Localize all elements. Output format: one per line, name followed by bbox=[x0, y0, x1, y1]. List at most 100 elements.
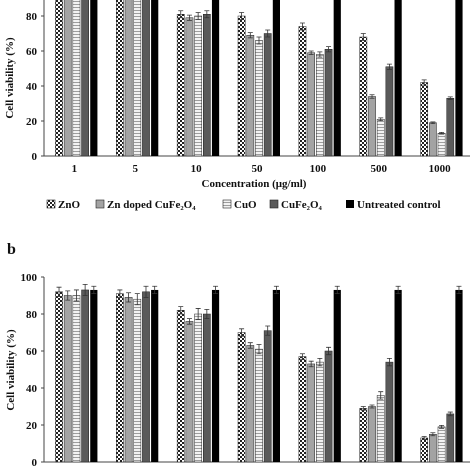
bar-zno-10 bbox=[176, 310, 185, 463]
y-tick-label: 20 bbox=[26, 116, 38, 128]
error-bar-zn-doped-1 bbox=[65, 290, 71, 301]
y-tick-label: 60 bbox=[26, 346, 38, 358]
bar-cufe2o4-50 bbox=[263, 33, 272, 157]
bar-zn-doped-1000 bbox=[429, 122, 437, 157]
bar-cufe2o4-10 bbox=[202, 313, 211, 463]
error-bar-zno-500 bbox=[360, 406, 366, 411]
bar-cufe2o4-1 bbox=[81, 0, 89, 157]
y-tick-label: 80 bbox=[26, 309, 38, 321]
bar-control-5 bbox=[151, 0, 159, 156]
error-bar-cufe2o4-500 bbox=[386, 63, 392, 70]
bar-cuo-100 bbox=[316, 361, 324, 463]
bar-zn-doped-5 bbox=[124, 297, 133, 463]
y-axis-label: Cell viability (%) bbox=[5, 329, 17, 411]
chart-panel-b: b Cell viability (%) 0 20 40 60 80 100 bbox=[5, 241, 470, 469]
bar-zno-10 bbox=[176, 14, 185, 157]
y-axis-label: Cell viability (%) bbox=[4, 37, 16, 119]
error-bar-control-50 bbox=[273, 285, 279, 295]
bar-cufe2o4-10 bbox=[202, 14, 211, 157]
bar-zn-doped-500 bbox=[368, 96, 376, 157]
error-bar-cufe2o4-100 bbox=[326, 46, 332, 53]
bar-control-10 bbox=[211, 0, 220, 156]
error-bar-cuo-1 bbox=[73, 289, 79, 302]
error-bar-zno-1000 bbox=[421, 436, 427, 440]
error-bar-zno-100 bbox=[299, 22, 305, 31]
bar-cufe2o4-50 bbox=[263, 330, 272, 463]
error-bar-zno-1 bbox=[56, 286, 62, 297]
bar-zno-100 bbox=[298, 26, 307, 157]
error-bar-cuo-50 bbox=[256, 344, 262, 355]
y-tick-label: 100 bbox=[21, 272, 38, 284]
bar-cuo-5 bbox=[133, 0, 142, 157]
bar-cuo-50 bbox=[255, 348, 263, 463]
error-bar-zn-doped-10 bbox=[186, 318, 192, 325]
legend-swatch-zno bbox=[46, 199, 56, 209]
error-bar-cufe2o4-1000 bbox=[447, 411, 453, 417]
bar-cuo-1 bbox=[72, 0, 81, 157]
error-bar-control-1000 bbox=[456, 285, 462, 295]
error-bar-cuo-500 bbox=[378, 391, 384, 400]
bar-cuo-1000 bbox=[437, 133, 446, 157]
error-bar-zn-doped-500 bbox=[369, 404, 375, 409]
bar-zn-doped-50 bbox=[246, 345, 255, 463]
y-tick-label: 0 bbox=[32, 457, 38, 469]
error-bar-zno-50 bbox=[239, 328, 245, 337]
bar-cufe2o4-5 bbox=[142, 0, 150, 157]
legend-label-control: Untreated control bbox=[357, 199, 441, 211]
y-tick-label: 80 bbox=[26, 11, 38, 23]
error-bar-cufe2o4-100 bbox=[326, 346, 332, 356]
legend-label-cufe2o4: CuFe₂O₄ bbox=[281, 199, 323, 211]
error-bar-cufe2o4-10 bbox=[204, 308, 210, 320]
bar-zn-doped-100 bbox=[307, 363, 316, 463]
bar-zn-doped-50 bbox=[246, 35, 255, 157]
bar-zno-50 bbox=[237, 332, 246, 463]
bar-cufe2o4-500 bbox=[385, 66, 394, 157]
bar-zno-500 bbox=[359, 36, 368, 157]
error-bar-control-5 bbox=[152, 285, 158, 295]
bar-control-100 bbox=[333, 289, 341, 462]
legend-label-zn-doped: Zn doped CuFe₂O₄ bbox=[107, 199, 196, 211]
bar-control-500 bbox=[394, 0, 402, 156]
error-bar-zn-doped-500 bbox=[369, 94, 375, 99]
y-tick-label: 40 bbox=[26, 81, 38, 93]
error-bar-cuo-5 bbox=[134, 293, 140, 306]
error-bar-zn-doped-100 bbox=[308, 50, 314, 55]
legend-item-control: Untreated control bbox=[346, 199, 441, 211]
bar-zn-doped-500 bbox=[368, 406, 376, 463]
bar-control-50 bbox=[272, 289, 280, 462]
bar-control-10 bbox=[211, 289, 220, 462]
error-bar-cuo-10 bbox=[195, 308, 201, 320]
y-tick-label: 20 bbox=[26, 420, 38, 432]
error-bar-zno-5 bbox=[117, 289, 123, 298]
error-bar-cuo-500 bbox=[378, 117, 384, 122]
chart-panel-a: Cell viability (%) Concentration (μg/ml)… bbox=[4, 0, 470, 190]
error-bar-cufe2o4-500 bbox=[386, 358, 392, 367]
legend-item-zno: ZnO bbox=[46, 199, 80, 211]
bar-zno-1000 bbox=[420, 82, 429, 157]
bar-cufe2o4-1000 bbox=[446, 98, 455, 157]
bar-cuo-1 bbox=[72, 295, 81, 463]
error-bar-zno-10 bbox=[178, 10, 184, 19]
error-bar-zn-doped-5 bbox=[126, 292, 132, 303]
bar-zno-500 bbox=[359, 408, 368, 463]
bar-control-1 bbox=[90, 289, 98, 462]
error-bar-zn-doped-1000 bbox=[430, 121, 436, 125]
bar-zn-doped-100 bbox=[307, 52, 316, 157]
y-tick-label: 40 bbox=[26, 383, 38, 395]
error-bar-control-100 bbox=[334, 285, 340, 295]
error-bar-cuo-1000 bbox=[439, 424, 445, 429]
error-bar-cuo-100 bbox=[317, 51, 323, 58]
bar-zno-100 bbox=[298, 356, 307, 463]
bar-cufe2o4-100 bbox=[324, 350, 333, 463]
x-axis-label: Concentration (μg/ml) bbox=[202, 178, 307, 190]
bar-zn-doped-1 bbox=[63, 295, 72, 463]
legend-label-zno: ZnO bbox=[58, 199, 80, 211]
legend-swatch-cufe2o4 bbox=[269, 199, 279, 209]
error-bar-control-500 bbox=[395, 285, 401, 295]
error-bar-cuo-1000 bbox=[439, 131, 445, 135]
bar-cuo-50 bbox=[255, 40, 263, 157]
bar-control-5 bbox=[151, 289, 159, 462]
bar-control-500 bbox=[394, 289, 402, 462]
error-bar-zn-doped-50 bbox=[247, 32, 253, 39]
